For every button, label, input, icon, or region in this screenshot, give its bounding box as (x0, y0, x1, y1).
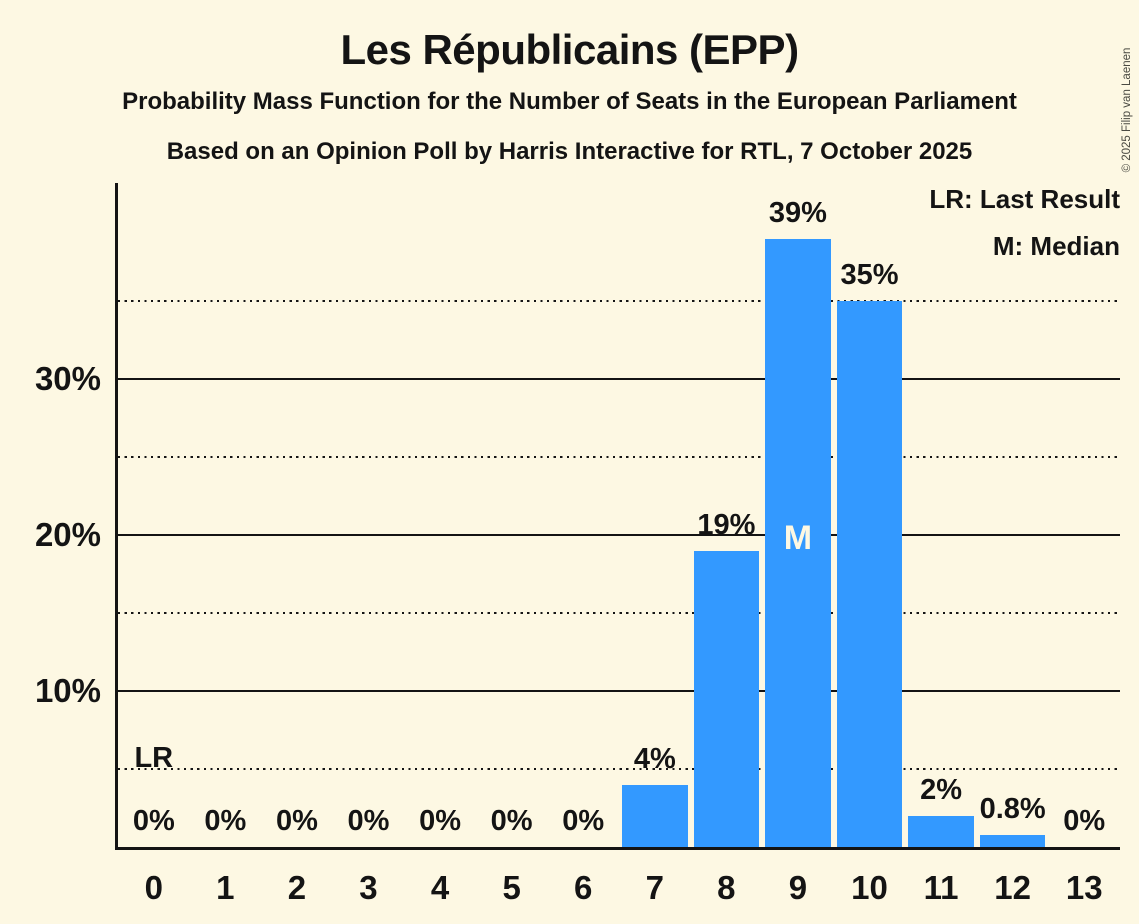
bar-9 (765, 239, 831, 847)
gridline-dotted-35pct (118, 300, 1120, 303)
bar-column-12: 0.8% 12 (977, 183, 1049, 904)
x-axis-label-12: 12 (994, 869, 1031, 906)
chart-subtitle: Probability Mass Function for the Number… (122, 88, 1017, 115)
bar-column-0: 0% 0 LR (118, 183, 190, 905)
bar-value-label-10: 35% (840, 259, 899, 292)
bar-value-label-13: 0% (1063, 805, 1106, 837)
bar-column-13: 0% 13 (1048, 183, 1120, 905)
legend-last-result: LR: Last Result (929, 184, 1120, 214)
y-axis-tick-label: 20% (34, 516, 101, 554)
bar-value-label-3: 0% (347, 805, 390, 837)
bar-8 (693, 550, 760, 847)
bar-column-9: 39% 9 M (762, 183, 834, 904)
chart-title: Les Républicains (EPP) (340, 26, 799, 73)
gridline-solid-10pct (118, 690, 1120, 693)
bar-column-7: 4% 7 (619, 183, 691, 904)
x-axis-baseline (115, 847, 1120, 850)
x-axis-label-7: 7 (645, 869, 664, 906)
bar-column-11: 2% 11 (905, 183, 977, 904)
legend-median: M: Median (992, 231, 1120, 261)
gridline-dotted-25pct (118, 456, 1120, 459)
plot-area: 10% 20% 30% 0% 0 LR 0% 1 0% 2 0% 3 0% 4 0% 5 0% 6 4% 7 19% 8 3… (35, 183, 1120, 905)
bar-11 (908, 815, 974, 847)
bar-value-label-6: 0% (562, 805, 605, 837)
x-axis-label-5: 5 (502, 869, 521, 906)
bar-column-3: 0% 3 (333, 183, 405, 905)
bar-value-label-2: 0% (275, 805, 318, 837)
last-result-marker: LR (134, 742, 174, 774)
bar-value-label-5: 0% (490, 805, 533, 837)
x-axis-label-9: 9 (788, 869, 808, 906)
x-axis-label-0: 0 (144, 869, 163, 906)
x-axis-label-10: 10 (851, 869, 888, 906)
y-axis-tick-label: 10% (34, 672, 101, 710)
bar-12 (979, 834, 1046, 847)
gridline-solid-30pct (118, 378, 1120, 381)
x-axis-label-8: 8 (717, 869, 736, 906)
x-axis-label-13: 13 (1065, 869, 1103, 906)
x-axis-label-4: 4 (430, 869, 450, 906)
gridline-dotted-5pct (118, 767, 1120, 771)
median-marker: M (783, 519, 813, 558)
bar-value-label-9: 39% (768, 197, 827, 230)
bar-value-label-4: 0% (419, 805, 462, 837)
bar-value-label-7: 4% (633, 742, 676, 775)
bar-value-label-1: 0% (204, 805, 247, 837)
bar-column-5: 0% 5 (476, 183, 548, 905)
x-axis-label-2: 2 (287, 869, 307, 906)
gridline-solid-20pct (118, 534, 1120, 537)
bar-value-label-0: 0% (132, 805, 175, 837)
x-axis-label-3: 3 (359, 869, 378, 906)
bar-column-6: 0% 6 (547, 183, 619, 905)
bar-column-4: 0% 4 (404, 183, 476, 905)
x-axis-label-1: 1 (216, 869, 235, 906)
copyright-notice: © 2025 Filip van Laenen (1121, 47, 1133, 173)
bar-7 (622, 784, 688, 847)
bar-10 (836, 301, 903, 847)
bar-value-label-11: 2% (920, 773, 963, 806)
bar-value-label-12: 0.8% (979, 792, 1046, 825)
x-axis-label-11: 11 (923, 869, 959, 906)
bar-column-1: 0% 1 (190, 183, 262, 905)
chart-source-line: Based on an Opinion Poll by Harris Inter… (166, 138, 973, 165)
x-axis-label-6: 6 (574, 869, 593, 906)
bar-value-label-8: 19% (697, 508, 756, 541)
y-axis-tick-label: 30% (34, 360, 101, 398)
bar-column-2: 0% 2 (261, 183, 333, 905)
y-axis-line (115, 183, 118, 850)
bar-column-10: 35% 10 (834, 183, 906, 904)
bar-column-8: 19% 8 (691, 183, 763, 904)
gridline-dotted-15pct (118, 612, 1120, 615)
